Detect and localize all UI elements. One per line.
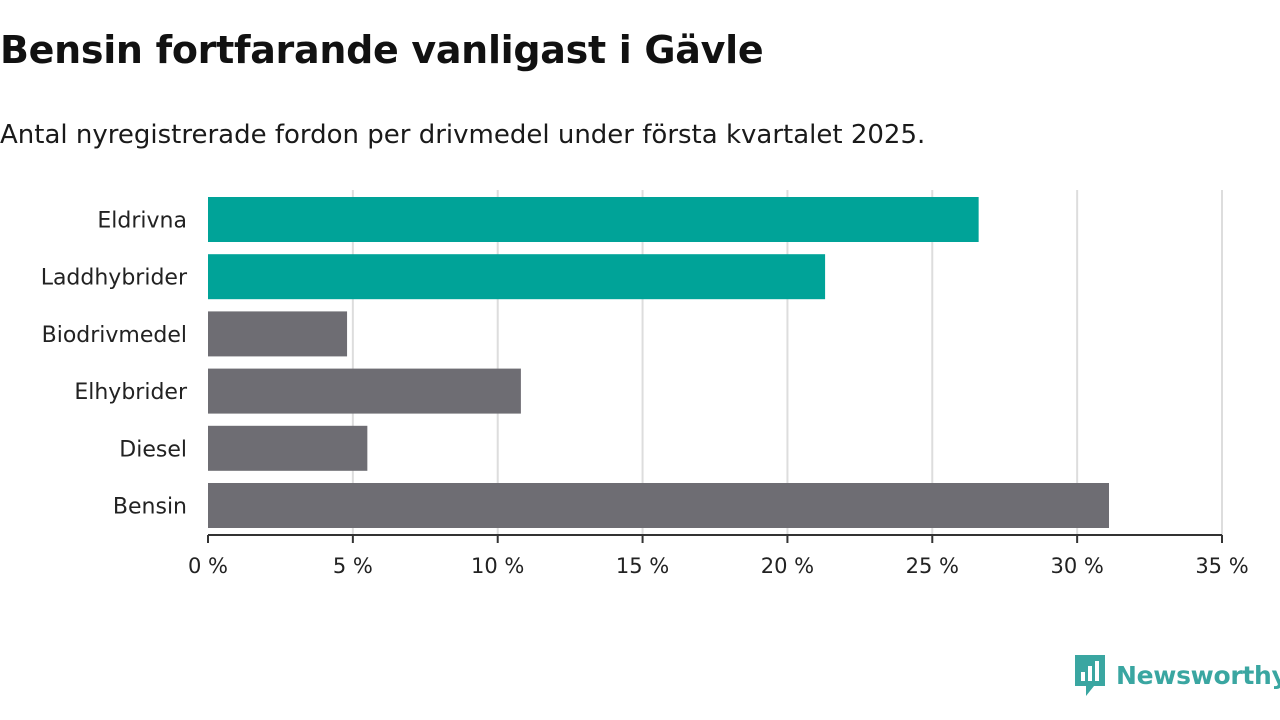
chart-subtitle: Antal nyregistrerade fordon per drivmede… — [0, 120, 926, 150]
category-label: Elhybrider — [74, 380, 188, 405]
x-tick-label: 10 % — [471, 554, 524, 578]
bar-chart: Eldrivna Laddhybrider Biodrivmedel Elhybrid… — [41, 190, 1249, 578]
x-tick-label: 0 % — [188, 554, 228, 578]
newsworthy-logo: Newsworthy — [1072, 652, 1280, 698]
x-tick-label: 35 % — [1195, 554, 1248, 578]
bar — [208, 254, 826, 300]
chart-bubble-icon — [1075, 655, 1105, 696]
category-label: Laddhybrider — [41, 266, 188, 291]
x-tick-label: 25 % — [906, 554, 959, 578]
x-tick-label: 5 % — [333, 554, 373, 578]
category-label: Biodrivmedel — [42, 323, 187, 348]
category-label: Eldrivna — [97, 209, 187, 234]
chart-title: Bensin fortfarande vanligast i Gävle — [0, 28, 764, 72]
x-tick-label: 20 % — [761, 554, 814, 578]
bar — [208, 311, 348, 357]
x-tick-label: 30 % — [1050, 554, 1103, 578]
brand-name: Newsworthy — [1116, 660, 1280, 690]
bar — [208, 425, 368, 471]
bar — [208, 368, 521, 414]
x-tick-label: 15 % — [616, 554, 669, 578]
bar — [208, 483, 1110, 528]
category-label: Bensin — [113, 495, 187, 520]
category-label: Diesel — [119, 437, 187, 462]
bar — [208, 197, 979, 242]
